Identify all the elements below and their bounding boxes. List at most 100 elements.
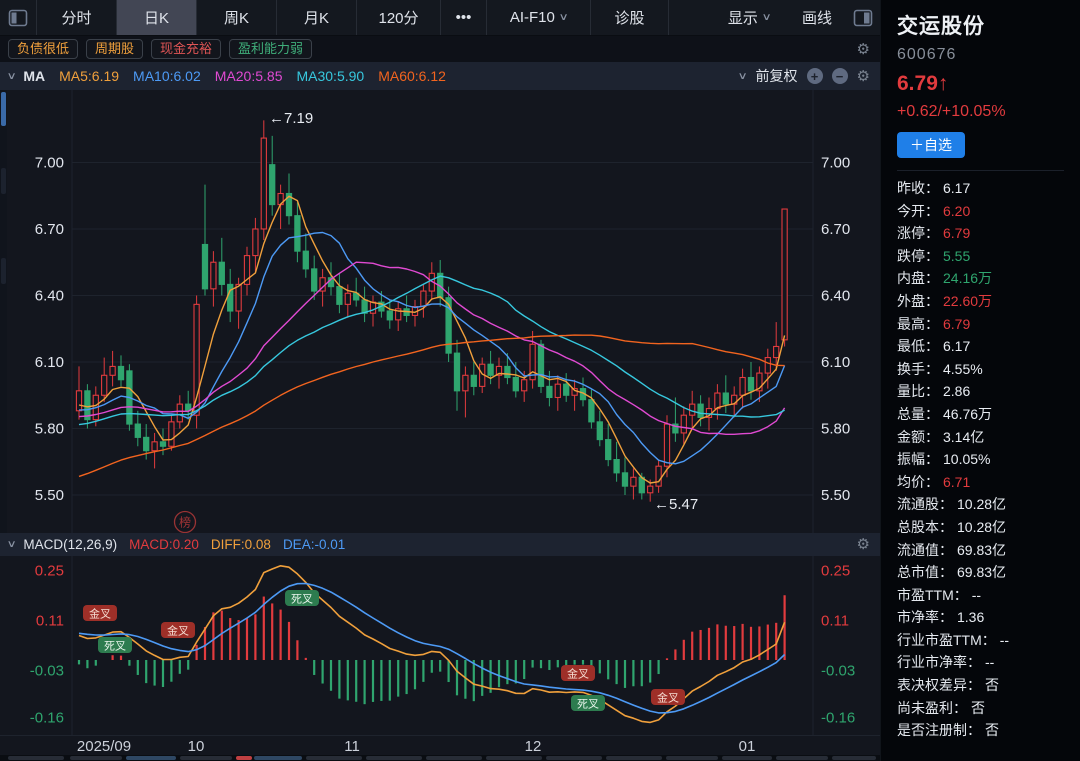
left-scrollbar-mark (1, 168, 6, 194)
minimap-segment[interactable] (666, 756, 718, 760)
minimap-segment[interactable] (546, 756, 602, 760)
tab-日K[interactable]: 日K (117, 0, 197, 35)
candle-body (420, 290, 427, 308)
ma-legend-item: MA10:6.02 (133, 68, 201, 84)
candle-body (554, 383, 561, 399)
tab-label: 120分 (378, 10, 419, 27)
left-scrollbar-thumb[interactable] (1, 92, 6, 126)
tab-诊股[interactable]: 诊股 (591, 0, 669, 35)
cross-badge-dead (98, 637, 132, 653)
sidebar-divider (897, 170, 1064, 171)
tab-周K[interactable]: 周K (197, 0, 277, 35)
sidebar-toggle-icon[interactable] (0, 0, 37, 35)
stat-row: 流通值： 69.83亿 (897, 539, 1080, 562)
tab-•••[interactable]: ••• (441, 0, 487, 35)
tags-settings-gear-icon[interactable]: ⚙ (856, 40, 870, 58)
draw-line-button[interactable]: 画线 (788, 0, 846, 35)
candle-body (529, 343, 536, 381)
stock-code: 600676 (897, 46, 957, 63)
rank-stamp-text: 榜 (179, 515, 191, 530)
minimap-segment[interactable] (776, 756, 828, 760)
candle-body (563, 383, 570, 396)
zoom-in-button[interactable]: + (806, 68, 823, 84)
candle-body (747, 376, 755, 392)
macd-collapse-chevron-icon[interactable]: ∨ (6, 539, 17, 550)
y-axis-tick-left: 6.70 (35, 221, 64, 238)
stat-row: 内盘： 24.16万 (897, 267, 1080, 290)
minimap-segment[interactable] (254, 756, 302, 760)
tag-周期股[interactable]: 周期股 (86, 39, 144, 59)
candle-body (537, 343, 545, 387)
left-mini-scrollbar[interactable] (0, 90, 7, 533)
candle-body (630, 476, 637, 487)
tag-现金充裕[interactable]: 现金充裕 (151, 39, 222, 59)
tab-120分[interactable]: 120分 (357, 0, 441, 35)
tab-AI-F10[interactable]: AI-F10 ∨ (487, 0, 591, 35)
minimap-segment[interactable] (606, 756, 662, 760)
tab-label: 诊股 (614, 10, 645, 27)
minimap-segment[interactable] (236, 756, 252, 760)
stat-row: 市净率： 1.36 (897, 606, 1080, 629)
display-menu[interactable]: 显示 ∨ (710, 0, 788, 35)
minimap-segment[interactable] (126, 756, 176, 760)
stat-value: 6.20 (943, 202, 971, 219)
minimap-segment[interactable] (70, 756, 122, 760)
minimap-segment[interactable] (366, 756, 422, 760)
zoom-out-button[interactable]: − (831, 68, 848, 84)
tag-负债很低[interactable]: 负债很低 (8, 39, 79, 59)
stat-row: 外盘： 22.60万 (897, 290, 1080, 313)
stat-row: 总量： 46.76万 (897, 403, 1080, 426)
price-change: +0.62/+10.05% (897, 103, 1006, 120)
candle-body (151, 441, 158, 452)
dea-line (78, 582, 786, 714)
minimap-segment[interactable] (722, 756, 772, 760)
period-tabs: 分时 日K 周K 月K 120分 ••• AI-F10 ∨ 诊股 (37, 0, 669, 35)
candle-body (386, 310, 393, 321)
minimap-segment[interactable] (832, 756, 876, 760)
tab-月K[interactable]: 月K (277, 0, 357, 35)
tab-分时[interactable]: 分时 (37, 0, 117, 35)
minimap-segment[interactable] (8, 756, 64, 760)
stat-row: 行业市净率： -- (897, 651, 1080, 674)
candlestick-chart[interactable]: 7.00 7.00 6.70 6.70 6.40 6.40 6.10 6.10 5.80 5.80… (0, 90, 880, 533)
minimap-segment[interactable] (426, 756, 482, 760)
cross-badge-text: 死叉 (577, 699, 599, 711)
timeline-minimap-scrollbar[interactable] (0, 755, 880, 761)
x-axis-label: 11 (344, 738, 360, 755)
tag-盈利能力弱[interactable]: 盈利能力弱 (229, 39, 313, 59)
price-annotation: ←7.19 (269, 110, 313, 127)
candle-body (773, 345, 780, 359)
candle-body (218, 261, 225, 285)
candle-body (159, 441, 167, 447)
panel-right-toggle-icon[interactable] (846, 0, 880, 35)
minimap-segment[interactable] (180, 756, 232, 760)
minimap-segment[interactable] (306, 756, 362, 760)
stat-value: 46.76万 (943, 405, 993, 422)
stat-label: 外盘： (897, 292, 939, 309)
minimap-segment[interactable] (486, 756, 542, 760)
ma-collapse-chevron-icon[interactable]: ∨ (6, 70, 17, 82)
ma-settings-gear-icon[interactable]: ⚙ (856, 68, 870, 85)
stat-value: 22.60万 (943, 292, 993, 309)
tags: 负债很低 周期股 现金充裕 盈利能力弱 (8, 39, 313, 59)
add-to-watchlist-button[interactable]: ＋自选 (897, 132, 965, 158)
stat-value: 4.55% (943, 360, 983, 377)
macd-settings-gear-icon[interactable]: ⚙ (856, 536, 870, 553)
candle-body (621, 472, 629, 487)
candle-body (470, 374, 477, 387)
macd-chart[interactable]: 0.25 0.250.11 0.11-0.03 -0.03-0.16 -0.16金叉死叉… (0, 556, 880, 735)
quote-sidebar: 交运股份 600676 6.79↑ +0.62/+10.05% ＋自选 昨收： 6… (880, 0, 1080, 761)
ma10-line (78, 231, 786, 465)
adjust-mode-selector[interactable]: 前复权 (755, 68, 798, 84)
candle-body (311, 268, 318, 292)
stat-label: 流通股： (897, 496, 953, 513)
macd-legend: MACD:0.20 DIFF:0.08 DEA:-0.01 (117, 537, 345, 552)
price-annotation: ←5.47 (654, 496, 698, 513)
macd-tick-right: -0.03 (821, 663, 855, 680)
stat-row: 总股本： 10.28亿 (897, 516, 1080, 539)
stat-label: 总量： (897, 405, 939, 422)
stat-row: 今开： 6.20 (897, 200, 1080, 223)
x-axis-label: 01 (738, 738, 756, 755)
stat-label: 金额： (897, 428, 939, 445)
ma-legend-item: MA5:6.19 (59, 68, 120, 84)
